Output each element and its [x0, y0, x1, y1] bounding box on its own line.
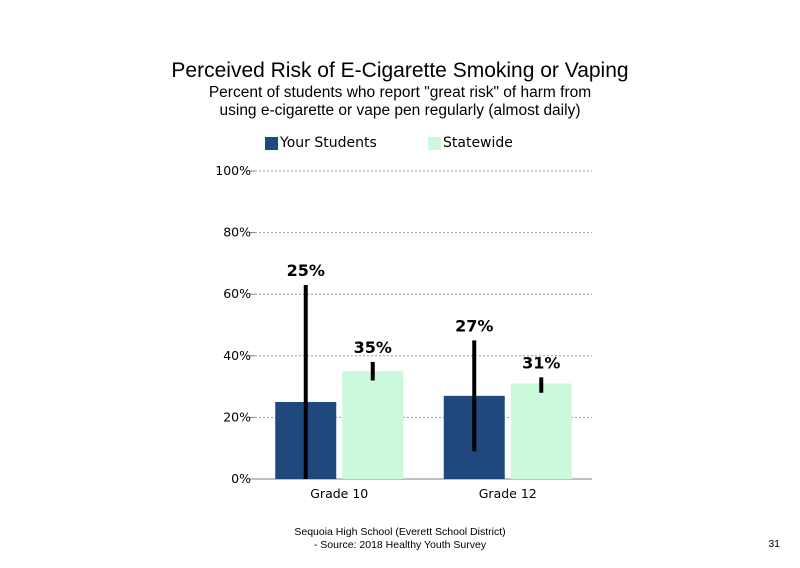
footer-source: - Source: 2018 Healthy Youth Survey	[313, 539, 487, 551]
y-tick-label: 20%	[223, 409, 251, 424]
y-tick-label: 0%	[231, 471, 251, 486]
legend-label-statewide: Statewide	[443, 135, 513, 151]
legend: Your Students Statewide	[0, 134, 800, 154]
legend-swatch-your-students	[265, 136, 278, 150]
data-label: 31%	[522, 353, 560, 372]
data-label: 35%	[354, 338, 392, 357]
data-label: 27%	[455, 316, 493, 335]
y-tick-label: 40%	[223, 348, 251, 363]
legend-swatch-statewide	[428, 136, 441, 150]
data-label: 25%	[287, 261, 325, 280]
bar-statewide	[510, 383, 572, 479]
legend-item-statewide: Statewide	[428, 134, 513, 152]
x-category-label: Grade 10	[310, 486, 368, 501]
footer: Sequoia High School (Everett School Dist…	[250, 526, 550, 552]
subtitle-line-2: using e-cigarette or vape pen regularly …	[219, 102, 581, 119]
footer-school: Sequoia High School (Everett School Dist…	[294, 526, 506, 538]
y-tick-label: 60%	[223, 286, 251, 301]
y-tick-label: 80%	[223, 225, 251, 240]
bar-statewide	[342, 371, 404, 479]
legend-item-your-students: Your Students	[265, 134, 377, 152]
legend-label-your-students: Your Students	[280, 135, 377, 151]
y-tick-label: 100%	[215, 163, 251, 178]
page-number: 31	[768, 538, 780, 550]
subtitle-line-1: Percent of students who report "great ri…	[208, 84, 592, 101]
chart-title: Perceived Risk of E-Cigarette Smoking or…	[171, 59, 629, 82]
x-category-label: Grade 12	[479, 486, 537, 501]
chart-subtitle: Percent of students who report "great ri…	[0, 84, 800, 120]
